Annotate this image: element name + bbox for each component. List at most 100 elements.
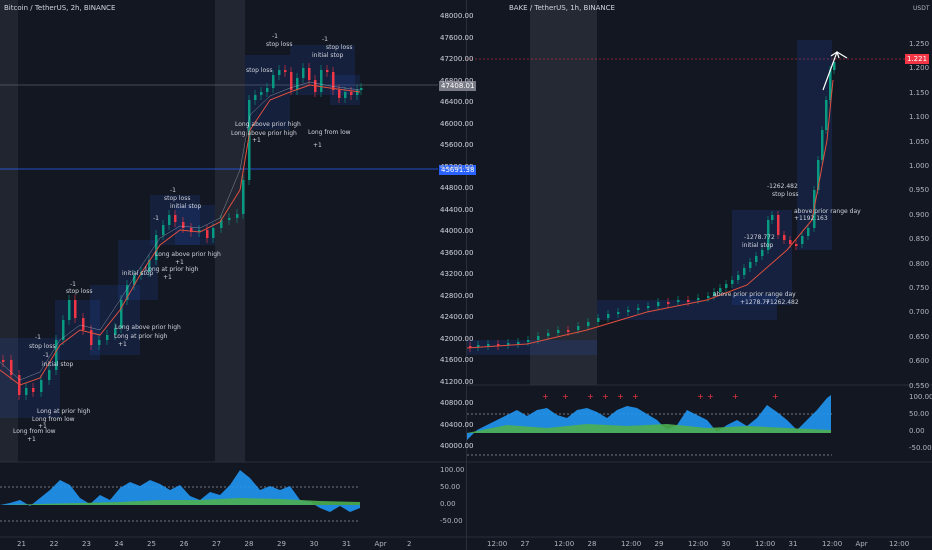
- candle-body: [10, 360, 13, 375]
- btc-scale-tick-label: 44800.00: [440, 184, 474, 192]
- price-tick-label: 43600.00: [440, 248, 474, 257]
- candle-body: [190, 228, 193, 232]
- candle-body: [697, 298, 700, 300]
- candle-body: [55, 340, 58, 370]
- annotation: -1: [272, 33, 278, 40]
- signal-plus-marker: +: [617, 392, 624, 401]
- price-tick-label: 0.900: [909, 210, 930, 219]
- price-tick-label: 0.650: [909, 332, 930, 341]
- price-tick-label: 42000.00: [440, 334, 474, 343]
- candle-body: [350, 92, 353, 95]
- candle-body: [260, 92, 263, 95]
- range-box: [175, 205, 215, 245]
- momentum-area: [467, 395, 831, 440]
- price-tick-label: 1.250: [909, 40, 930, 48]
- btc-current-price-tag: 47408.01: [439, 81, 477, 91]
- candle-body: [647, 306, 650, 308]
- candle-body: [266, 88, 269, 92]
- indicator-tick-label: 0.00: [909, 427, 925, 435]
- annotation: initial stop: [312, 52, 344, 59]
- candle-body: [801, 236, 804, 244]
- time-tick-label: 12:00: [487, 540, 508, 548]
- candle-body: [725, 284, 728, 288]
- signal-area: [0, 498, 360, 505]
- candle-body: [48, 370, 51, 380]
- btc-scale-tick-label: 43200.00: [440, 270, 474, 278]
- time-tick-label: 12:00: [755, 540, 776, 548]
- btc-scale-tick-label: 40000.00: [440, 442, 474, 450]
- candle-body: [713, 292, 716, 296]
- annotation: +1: [252, 137, 261, 144]
- candle-body: [174, 215, 177, 222]
- price-unit-label: USDT: [913, 5, 930, 12]
- annotation: +1278.77: [740, 299, 770, 306]
- time-tick-label: 21: [17, 540, 26, 548]
- candle-body: [98, 340, 101, 345]
- price-tick-label: 46400.00: [440, 98, 474, 106]
- annotation: Long at prior high: [145, 266, 199, 273]
- btc-scale-tick-label: 46800.00: [440, 76, 474, 85]
- candle-body: [719, 288, 722, 292]
- annotation: +1: [118, 341, 127, 348]
- candle-body: [182, 222, 185, 228]
- candle-body: [82, 318, 85, 330]
- candle-body: [487, 344, 490, 346]
- price-tick-label: 40800.00: [440, 399, 474, 407]
- candle-body: [627, 310, 630, 312]
- btc-scale-tick-label: 46400.00: [440, 98, 474, 106]
- bake-chart-pane[interactable]: + + + + + + + + + + BAKE / TetherUS, 1h, BINANCE …: [440, 0, 932, 550]
- signal-plus-marker: +: [562, 392, 569, 401]
- annotation: Long from low: [308, 129, 351, 136]
- candle-body: [284, 70, 287, 72]
- annotation: stop loss: [66, 288, 93, 295]
- annotation: +1: [313, 142, 322, 149]
- arrow-head: [830, 51, 840, 59]
- candle-body: [587, 322, 590, 326]
- annotation: -1: [43, 352, 49, 359]
- candle-body: [743, 268, 746, 275]
- candle-body: [155, 235, 158, 260]
- time-tick-label: 31: [342, 540, 351, 548]
- time-tick-label: 27: [212, 540, 221, 548]
- candle-body: [338, 90, 341, 98]
- time-tick-label: 22: [49, 540, 59, 548]
- time-tick-label: 23: [82, 540, 91, 548]
- range-box: [712, 295, 777, 320]
- candle-body: [114, 328, 117, 335]
- candle-body: [278, 70, 281, 75]
- btc-chart-header: Bitcoin / TetherUS, 2h, BINANCE: [4, 4, 116, 12]
- candle-body: [497, 344, 500, 346]
- price-tick-label: 45600.00: [440, 141, 474, 149]
- price-tick-label: 47600.00: [440, 33, 474, 42]
- candle-body: [597, 318, 600, 322]
- session-band: [530, 0, 597, 385]
- btc-chart-canvas[interactable]: [0, 0, 466, 550]
- candle-body: [32, 388, 35, 392]
- bake-chart-canvas[interactable]: + + + + + + + + + +: [467, 0, 932, 550]
- price-tick-label: 44400.00: [440, 205, 474, 214]
- signal-line: [0, 81, 361, 381]
- signal-plus-marker: +: [772, 392, 779, 401]
- annotation: stop loss: [246, 67, 273, 74]
- btc-scale-tick-label: 43600.00: [440, 248, 474, 257]
- signal-plus-marker: +: [697, 392, 704, 401]
- annotation: initial stop: [170, 203, 202, 210]
- signal-plus-marker: +: [542, 392, 549, 401]
- annotation: Long from low: [13, 428, 56, 435]
- btc-scale-tick-label: 40800.00: [440, 399, 474, 407]
- time-tick-label: 24: [114, 540, 124, 548]
- candle-body: [795, 244, 798, 246]
- candle-body: [677, 300, 680, 302]
- time-tick-label: 30: [309, 540, 319, 548]
- candle-body: [771, 215, 774, 220]
- price-tick-label: 0.950: [909, 186, 930, 195]
- candle-body: [272, 75, 275, 88]
- time-tick-label: Apr: [855, 540, 868, 548]
- candle-body: [308, 68, 311, 80]
- signal-plus-marker: +: [632, 392, 639, 401]
- candle-body: [537, 336, 540, 340]
- candle-body: [749, 262, 752, 268]
- candle-body: [302, 68, 305, 78]
- btc-chart-pane[interactable]: Bitcoin / TetherUS, 2h, BINANCE 48000.00…: [0, 0, 477, 550]
- annotation: +1: [175, 259, 184, 266]
